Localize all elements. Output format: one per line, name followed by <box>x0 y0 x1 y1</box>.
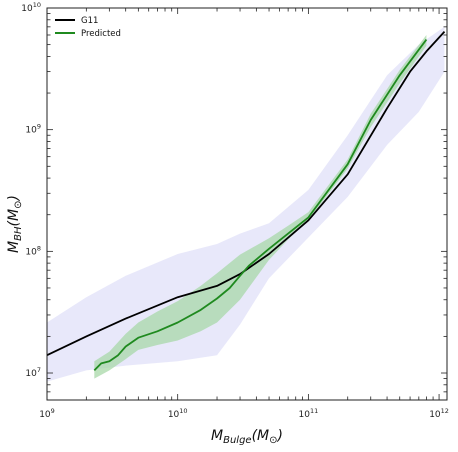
y-tick-label: 107 <box>25 366 41 379</box>
band-g11 <box>47 26 445 382</box>
y-tick-label: 109 <box>25 123 41 136</box>
y-tick-label: 108 <box>25 244 41 257</box>
confidence-bands <box>47 26 445 382</box>
y-axis-label: MBH(M⊙) <box>6 195 24 253</box>
band-predicted <box>94 35 427 379</box>
x-tick-label: 1012 <box>429 407 449 420</box>
x-tick-label: 1010 <box>168 407 188 420</box>
legend-label: Predicted <box>81 29 121 39</box>
legend-label: G11 <box>81 16 98 26</box>
x-axis-label: MBulge(M⊙) <box>211 428 283 446</box>
plot-frame <box>46 7 448 401</box>
series-line-predicted <box>93 39 428 372</box>
x-tick-label: 109 <box>39 407 55 420</box>
legend: G11 Predicted <box>55 16 121 39</box>
y-tick-label: 1010 <box>21 1 41 14</box>
x-tick-label: 1011 <box>299 407 319 420</box>
series-line-g11 <box>46 30 446 357</box>
axis-ticks <box>46 7 447 401</box>
series-lines <box>46 30 446 372</box>
